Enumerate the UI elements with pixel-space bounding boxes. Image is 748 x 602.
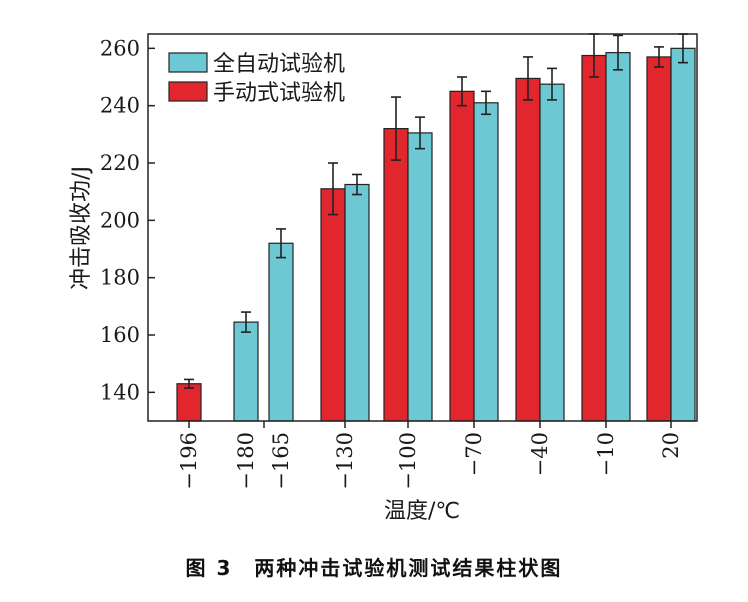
error-bar-auto-minus40 <box>547 67 557 101</box>
x-tick-label: −10 <box>594 432 618 476</box>
error-bars-layer <box>184 33 688 389</box>
error-bar-auto-minus10 <box>613 34 623 71</box>
y-tick-label: 260 <box>100 36 140 60</box>
bar-chart: 140 160 180 200 220 240 260 −196 −180 −165 −130 −10… <box>69 33 698 524</box>
bar-auto-minus70 <box>473 102 499 422</box>
bar-manual-20 <box>646 56 672 422</box>
bar-auto-minus130 <box>344 183 370 422</box>
bar-manual-minus40 <box>515 77 541 422</box>
bar-auto-minus180 <box>233 321 259 422</box>
legend-label: 全自动试验机 <box>213 52 345 77</box>
error-bar-manual-minus70 <box>457 76 467 107</box>
error-bar-auto-minus100 <box>415 116 425 150</box>
bar-manual-minus130 <box>320 188 346 422</box>
error-bar-auto-minus165 <box>276 228 286 259</box>
error-bar-auto-minus130 <box>352 173 362 196</box>
bar-auto-minus10 <box>605 52 631 422</box>
x-tick-label: 20 <box>659 432 683 459</box>
x-tick-label: −40 <box>528 432 552 476</box>
error-bar-manual-minus196 <box>184 378 194 389</box>
bar-manual-minus70 <box>449 90 475 422</box>
error-bar-manual-20 <box>654 46 664 68</box>
legend-label: 手动式试验机 <box>213 81 345 106</box>
error-bar-manual-minus40 <box>523 56 533 101</box>
error-bar-manual-minus100 <box>391 96 401 161</box>
y-tick-label: 200 <box>100 208 140 232</box>
y-axis-title: 冲击吸收功/J <box>69 166 94 290</box>
x-tick-label: −130 <box>333 432 357 490</box>
error-bar-auto-minus70 <box>481 90 491 116</box>
y-tick-label: 240 <box>100 94 140 118</box>
x-tick-label: −196 <box>177 432 201 490</box>
bar-auto-minus40 <box>539 83 565 422</box>
x-tick-label: −165 <box>269 432 293 490</box>
bar-manual-minus10 <box>581 54 607 422</box>
bar-auto-minus100 <box>407 132 433 422</box>
error-bar-auto-minus180 <box>241 311 251 333</box>
bar-auto-20 <box>670 47 696 422</box>
bar-manual-minus100 <box>383 128 409 422</box>
figure-caption: 图 3 两种冲击试验机测试结果柱状图 <box>185 556 563 580</box>
y-tick-label: 140 <box>100 380 140 404</box>
y-tick-label: 220 <box>100 151 140 175</box>
x-tick-label: −70 <box>462 432 486 476</box>
bars-layer <box>176 47 696 422</box>
plot-frame <box>147 33 698 422</box>
x-tick-label: −180 <box>234 432 258 490</box>
axes-layer: 140 160 180 200 220 240 260 −196 −180 −165 −130 −10… <box>100 33 698 490</box>
y-tick-label: 180 <box>100 266 140 290</box>
bar-manual-minus196 <box>176 383 202 422</box>
x-tick-label: −100 <box>396 432 420 490</box>
legend-swatch <box>168 52 208 73</box>
error-bar-manual-minus130 <box>328 162 338 216</box>
legend-swatch <box>168 81 208 102</box>
x-axis-title: 温度/℃ <box>384 499 460 524</box>
bar-auto-minus165 <box>268 242 294 422</box>
y-tick-label: 160 <box>100 323 140 347</box>
